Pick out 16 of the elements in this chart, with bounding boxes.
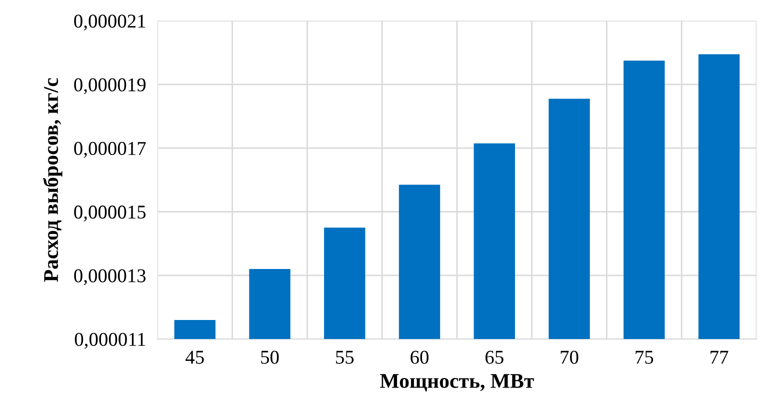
x-axis-title: Мощность, МВт [380, 374, 534, 392]
x-tick-label: 60 [410, 350, 428, 364]
y-tick-label: 0,000017 [74, 142, 146, 158]
x-tick-label: 65 [486, 350, 504, 364]
x-tick-label: 45 [186, 350, 204, 364]
y-tick-label: 0,000015 [74, 206, 146, 222]
y-tick-label: 0,000011 [74, 332, 146, 349]
y-tick-label: 0,000019 [74, 78, 146, 94]
x-tick-label: 55 [336, 350, 354, 364]
x-tick-label: 70 [560, 350, 578, 364]
x-tick-label: 50 [261, 350, 279, 364]
y-axis-title: Расход выбросов, кг/с [42, 78, 62, 282]
x-tick-label: 75 [636, 350, 654, 364]
x-tick-label: 77 [710, 350, 728, 364]
y-tick-label: 0,000021 [74, 14, 146, 31]
y-tick-label: 0,000013 [74, 269, 146, 286]
